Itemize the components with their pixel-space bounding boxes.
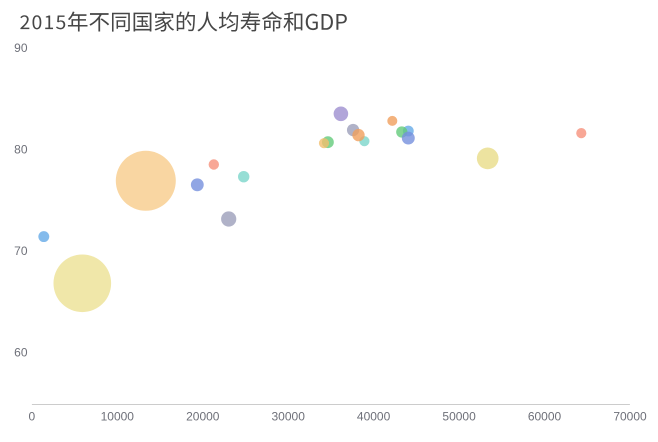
svg-text:10000: 10000 bbox=[101, 410, 135, 424]
svg-text:30000: 30000 bbox=[272, 410, 306, 424]
svg-text:60: 60 bbox=[14, 346, 28, 360]
svg-text:70: 70 bbox=[14, 244, 28, 258]
svg-text:50000: 50000 bbox=[442, 410, 476, 424]
svg-text:80: 80 bbox=[14, 143, 28, 157]
svg-text:70000: 70000 bbox=[613, 410, 647, 424]
svg-text:40000: 40000 bbox=[357, 410, 391, 424]
svg-text:20000: 20000 bbox=[186, 410, 220, 424]
svg-text:90: 90 bbox=[14, 41, 28, 55]
svg-text:60000: 60000 bbox=[528, 410, 562, 424]
svg-text:0: 0 bbox=[29, 410, 36, 424]
